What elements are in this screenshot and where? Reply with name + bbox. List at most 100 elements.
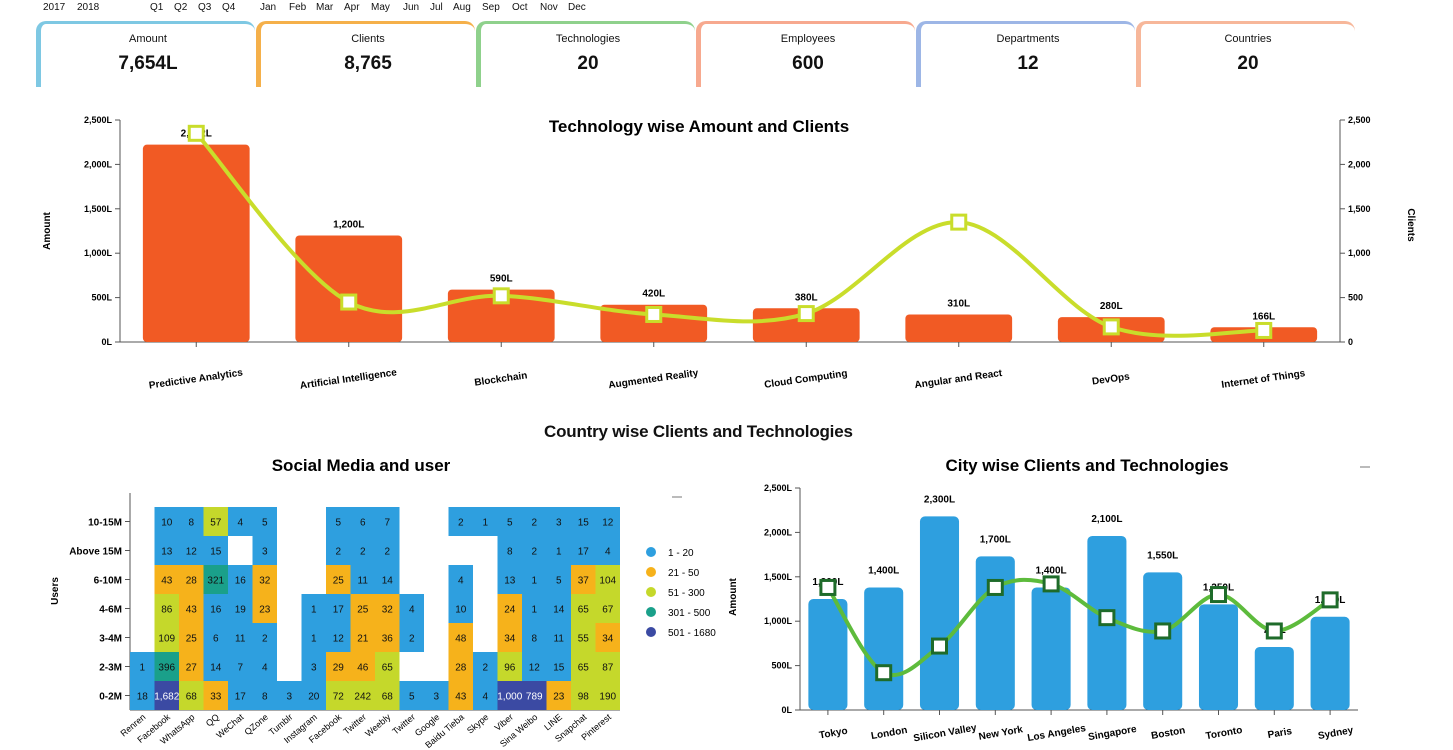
bar: [905, 314, 1013, 342]
cell-value: 3: [311, 663, 317, 674]
month-nov[interactable]: Nov: [540, 2, 558, 13]
year-2017[interactable]: 2017: [43, 2, 66, 13]
month-apr[interactable]: Apr: [344, 2, 360, 13]
heatmap-cell: [448, 681, 473, 710]
cell-value: 2: [335, 547, 341, 558]
heatmap-cell: [350, 681, 375, 710]
y-tick-label: 2,000L: [84, 159, 113, 169]
kpi-value: 8,765: [344, 53, 392, 74]
kpi-card-departments[interactable]: Departments 12: [916, 21, 1135, 87]
month-jan[interactable]: Jan: [260, 2, 277, 13]
quarter-q2[interactable]: Q2: [174, 2, 188, 13]
heatmap-cell: [522, 623, 547, 652]
quarter-q1[interactable]: Q1: [150, 2, 164, 13]
kpi-label: Amount: [129, 33, 167, 45]
heatmap-cell: [546, 536, 571, 565]
heatmap-cell: [375, 565, 400, 594]
data-label: 590L: [490, 274, 513, 285]
month-may[interactable]: May: [371, 2, 390, 13]
y2-tick-label: 2,500: [1348, 115, 1371, 125]
heatmap-cell: [350, 536, 375, 565]
kpi-card-employees[interactable]: Employees 600: [696, 21, 915, 87]
heatmap-cell: [203, 594, 228, 623]
heatmap-cell: [546, 681, 571, 710]
heatmap-cell: [571, 652, 596, 681]
month-dec[interactable]: Dec: [568, 2, 586, 13]
heatmap-cell: [228, 565, 253, 594]
month-sep[interactable]: Sep: [482, 2, 500, 13]
cell-value: 1: [482, 518, 488, 529]
month-oct[interactable]: Oct: [512, 2, 528, 13]
y-axis-label: Users: [50, 577, 61, 605]
cell-value: 12: [529, 663, 541, 674]
cell-value: 34: [504, 634, 516, 645]
bar: [600, 304, 708, 342]
heatmap-cell: [130, 681, 155, 710]
cell-value: 33: [210, 692, 222, 703]
cell-value: 15: [578, 518, 590, 529]
y-tick-label: Above 15M: [69, 547, 122, 558]
kpi-card-technologies[interactable]: Technologies 20: [476, 21, 695, 87]
cell-value: 72: [333, 692, 345, 703]
cell-value: 20: [308, 692, 320, 703]
cell-value: 13: [161, 547, 173, 558]
line-marker: [492, 287, 510, 305]
bar: [447, 289, 555, 342]
y-tick-label: 2-3M: [99, 663, 122, 674]
heatmap-cell: [375, 536, 400, 565]
legend-label: 501 - 1680: [668, 628, 716, 639]
heatmap-cell: [350, 507, 375, 536]
cell-value: 1,682: [154, 692, 179, 703]
y-tick-label: 0L: [781, 705, 792, 715]
quarter-q4[interactable]: Q4: [222, 2, 236, 13]
heatmap-cell: [497, 652, 522, 681]
cell-value: 25: [186, 634, 198, 645]
heatmap-cell: [130, 652, 155, 681]
quarter-q3[interactable]: Q3: [198, 2, 212, 13]
kpi-card-amount[interactable]: Amount 7,654L: [36, 21, 255, 87]
heatmap-cell: [522, 536, 547, 565]
kpi-card-clients[interactable]: Clients 8,765: [256, 21, 475, 87]
cell-value: 5: [556, 576, 562, 587]
data-label: 280L: [1100, 301, 1123, 312]
heatmap-cell: [179, 536, 204, 565]
cell-value: 396: [158, 663, 175, 674]
legend-swatch: [646, 587, 656, 597]
kpi-card-countries[interactable]: Countries 20: [1136, 21, 1355, 87]
month-aug[interactable]: Aug: [453, 2, 471, 13]
cell-value: 28: [455, 663, 467, 674]
month-mar[interactable]: Mar: [316, 2, 334, 13]
cell-value: 68: [382, 692, 394, 703]
cell-value: 14: [382, 576, 394, 587]
heatmap-cell: [473, 507, 498, 536]
chart-title: Social Media and user: [272, 456, 451, 475]
month-jun[interactable]: Jun: [403, 2, 420, 13]
cell-value: 32: [382, 605, 394, 616]
cell-value: 1: [311, 605, 317, 616]
heatmap-cell: [203, 507, 228, 536]
cell-value: 12: [333, 634, 345, 645]
cell-value: 1: [311, 634, 317, 645]
heatmap-cell: [448, 594, 473, 623]
y-tick-label: 2,500L: [764, 483, 793, 493]
cell-value: 4: [482, 692, 488, 703]
cell-value: 17: [578, 547, 590, 558]
year-2018[interactable]: 2018: [77, 2, 100, 13]
bar: [1254, 646, 1294, 710]
heatmap-cell: [399, 681, 424, 710]
cell-value: 2: [262, 634, 268, 645]
cell-value: 2: [482, 663, 488, 674]
cell-value: 87: [602, 663, 614, 674]
cell-value: 1: [531, 605, 537, 616]
heatmap-cell: [326, 594, 351, 623]
x-tick-label: QQ: [204, 712, 221, 729]
heatmap-cell: [595, 507, 620, 536]
cell-value: 19: [235, 605, 247, 616]
month-feb[interactable]: Feb: [289, 2, 307, 13]
cell-value: 27: [186, 663, 198, 674]
heatmap-cell: [301, 594, 326, 623]
heatmap-cell: [595, 652, 620, 681]
heatmap-cell: [252, 565, 277, 594]
heatmap-cell: [203, 565, 228, 594]
month-jul[interactable]: Jul: [430, 2, 443, 13]
